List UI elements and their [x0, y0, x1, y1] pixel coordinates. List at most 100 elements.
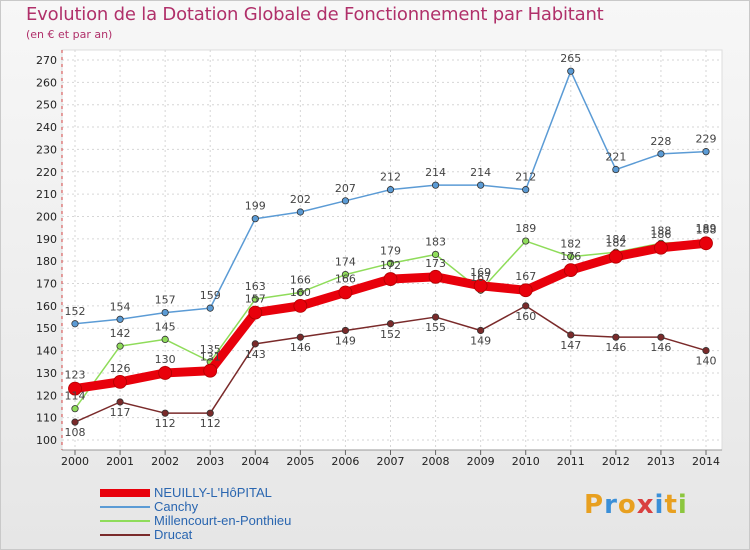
- y-tick-label: 230: [36, 143, 57, 156]
- data-label: 149: [335, 334, 356, 347]
- data-point: [522, 302, 530, 310]
- data-point: [477, 181, 485, 189]
- data-label: 265: [560, 52, 581, 65]
- data-label: 157: [155, 294, 176, 307]
- data-point: [522, 186, 530, 194]
- data-point: [293, 298, 308, 313]
- data-label: 221: [605, 151, 626, 164]
- series-3: [71, 302, 710, 426]
- data-label: 188: [696, 223, 717, 236]
- data-label: 108: [65, 426, 86, 439]
- y-tick-label: 200: [36, 210, 57, 223]
- data-point: [567, 331, 575, 339]
- data-label: 117: [110, 406, 131, 419]
- data-label: 152: [65, 305, 86, 318]
- data-label: 202: [290, 193, 311, 206]
- x-tick-label: 2004: [241, 455, 269, 468]
- data-point: [71, 320, 79, 328]
- data-point: [473, 278, 488, 293]
- data-label: 163: [245, 280, 266, 293]
- data-label: 212: [380, 171, 401, 184]
- data-label: 154: [110, 300, 131, 313]
- data-point: [612, 165, 620, 174]
- legend-item-canchy: Canchy: [100, 499, 360, 514]
- x-tick-label: 2003: [196, 455, 224, 468]
- data-label: 146: [650, 341, 671, 354]
- data-point: [338, 285, 353, 300]
- data-label: 189: [696, 222, 717, 235]
- data-label: 207: [335, 182, 356, 195]
- data-point: [68, 381, 82, 396]
- data-label: 182: [605, 237, 626, 250]
- y-tick-label: 140: [36, 345, 57, 358]
- data-point: [116, 342, 124, 350]
- data-point: [567, 67, 575, 75]
- data-point: [296, 208, 304, 216]
- data-label: 146: [290, 341, 311, 354]
- y-tick-label: 170: [36, 278, 57, 291]
- legend-label-drucat: Drucat: [154, 527, 193, 542]
- data-point: [161, 308, 169, 317]
- data-label: 182: [560, 238, 581, 251]
- legend-item-drucat: Drucat: [100, 527, 360, 542]
- data-label: 145: [155, 320, 176, 333]
- data-point: [251, 340, 259, 348]
- logo-letter: P: [584, 490, 605, 520]
- data-point: [206, 304, 214, 312]
- y-tick-label: 110: [36, 412, 57, 425]
- data-point: [161, 335, 169, 344]
- data-label: 112: [200, 417, 221, 430]
- data-label: 160: [290, 286, 311, 299]
- x-tick-label: 2007: [377, 455, 405, 468]
- data-label: 189: [515, 222, 536, 235]
- data-point: [431, 313, 440, 321]
- proxiti-logo: Proxiti: [584, 490, 688, 520]
- data-label: 155: [425, 321, 446, 334]
- data-label: 160: [515, 310, 536, 323]
- data-point: [203, 363, 218, 378]
- data-point: [608, 249, 623, 264]
- x-tick-label: 2014: [692, 455, 720, 468]
- data-label: 167: [470, 271, 491, 284]
- data-label: 140: [696, 355, 717, 368]
- data-point: [702, 346, 710, 355]
- y-tick-label: 250: [36, 99, 57, 112]
- data-point: [71, 405, 79, 413]
- legend-item-neuilly: NEUILLY-L'HôPITAL: [100, 485, 360, 500]
- data-point: [161, 409, 169, 417]
- y-tick-label: 150: [36, 322, 57, 335]
- y-tick-label: 260: [36, 76, 57, 89]
- data-label: 174: [335, 256, 356, 269]
- data-label: 130: [155, 353, 176, 366]
- data-point: [386, 186, 395, 194]
- y-tick-label: 130: [36, 367, 57, 380]
- y-tick-label: 100: [36, 434, 57, 447]
- data-label: 169: [470, 266, 491, 279]
- data-point: [431, 181, 440, 189]
- data-label: 179: [380, 244, 401, 257]
- logo-letter: i: [677, 490, 688, 520]
- data-point: [567, 253, 575, 261]
- data-point: [699, 236, 713, 251]
- data-point: [657, 333, 665, 341]
- data-label: 142: [110, 327, 131, 340]
- data-point: [522, 237, 530, 245]
- x-tick-label: 2002: [151, 455, 179, 468]
- x-tick-label: 2001: [106, 455, 134, 468]
- x-tick-label: 2010: [512, 455, 540, 468]
- data-label: 146: [605, 341, 626, 354]
- data-point: [116, 315, 124, 323]
- data-point: [296, 333, 304, 341]
- x-tick-label: 2012: [602, 455, 630, 468]
- data-label: 188: [650, 224, 671, 237]
- data-label: 123: [65, 369, 86, 382]
- data-label: 229: [696, 133, 717, 146]
- chart-subtitle: (en € et par an): [26, 28, 113, 41]
- x-tick-label: 2005: [286, 455, 314, 468]
- logo-letter: r: [604, 490, 618, 520]
- data-point: [341, 270, 350, 279]
- data-point: [71, 418, 79, 426]
- data-point: [612, 333, 620, 341]
- x-tick-label: 2000: [61, 455, 89, 468]
